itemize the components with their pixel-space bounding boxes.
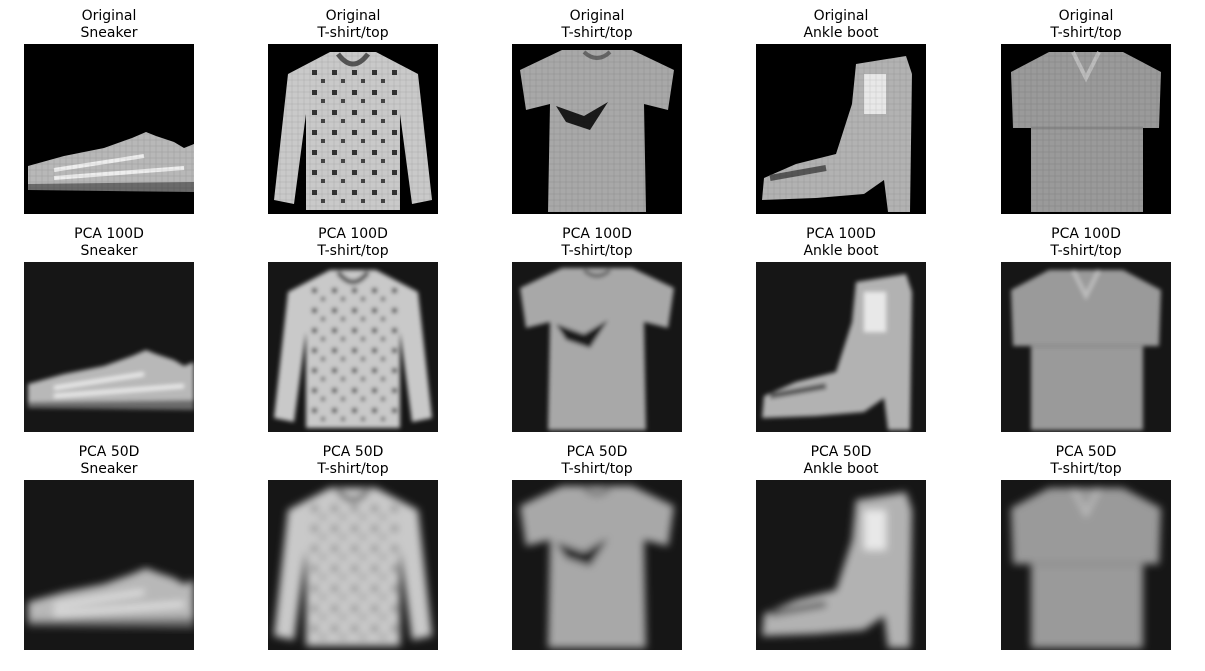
method-label: PCA 100D xyxy=(74,226,144,242)
ankle-boot-image xyxy=(756,262,926,432)
cell-title: PCA 100D Sneaker xyxy=(0,226,234,260)
ankle-boot-image xyxy=(756,44,926,214)
polo-shirt-image xyxy=(1001,44,1171,214)
class-label: Ankle boot xyxy=(803,461,879,477)
sneaker-image xyxy=(24,262,194,432)
cell-title: PCA 50D T-shirt/top xyxy=(228,444,478,478)
cell-title: PCA 100D T-shirt/top xyxy=(961,226,1205,260)
cell-title: Original T-shirt/top xyxy=(961,8,1205,42)
longsleeve-shirt-image xyxy=(268,44,438,214)
cell-title: Original T-shirt/top xyxy=(472,8,722,42)
class-label: T-shirt/top xyxy=(1050,243,1122,259)
cell-title: PCA 50D Sneaker xyxy=(0,444,234,478)
cell-title: PCA 100D Ankle boot xyxy=(716,226,966,260)
class-label: T-shirt/top xyxy=(561,25,633,41)
method-label: Original xyxy=(1058,8,1114,24)
method-label: Original xyxy=(81,8,137,24)
method-label: PCA 50D xyxy=(78,444,140,460)
tshirt-image xyxy=(512,480,682,650)
class-label: Ankle boot xyxy=(803,25,879,41)
class-label: Sneaker xyxy=(80,461,138,477)
method-label: Original xyxy=(569,8,625,24)
class-label: T-shirt/top xyxy=(1050,25,1122,41)
cell-title: PCA 50D T-shirt/top xyxy=(961,444,1205,478)
method-label: PCA 100D xyxy=(318,226,388,242)
cell-title: PCA 50D T-shirt/top xyxy=(472,444,722,478)
method-label: PCA 50D xyxy=(1055,444,1117,460)
cell-title: Original Sneaker xyxy=(0,8,234,42)
cell-title: PCA 50D Ankle boot xyxy=(716,444,966,478)
class-label: Sneaker xyxy=(80,243,138,259)
method-label: PCA 50D xyxy=(566,444,628,460)
method-label: PCA 100D xyxy=(562,226,632,242)
method-label: PCA 100D xyxy=(1051,226,1121,242)
class-label: T-shirt/top xyxy=(317,25,389,41)
cell-title: Original T-shirt/top xyxy=(228,8,478,42)
cell-title: Original Ankle boot xyxy=(716,8,966,42)
tshirt-image xyxy=(512,262,682,432)
polo-shirt-image xyxy=(1001,262,1171,432)
cell-title: PCA 100D T-shirt/top xyxy=(228,226,478,260)
class-label: Sneaker xyxy=(80,25,138,41)
method-label: Original xyxy=(813,8,869,24)
sneaker-image xyxy=(24,44,194,214)
ankle-boot-image xyxy=(756,480,926,650)
polo-shirt-image xyxy=(1001,480,1171,650)
class-label: T-shirt/top xyxy=(1050,461,1122,477)
class-label: T-shirt/top xyxy=(561,243,633,259)
sneaker-image xyxy=(24,480,194,650)
class-label: Ankle boot xyxy=(803,243,879,259)
longsleeve-shirt-image xyxy=(268,480,438,650)
method-label: PCA 100D xyxy=(806,226,876,242)
class-label: T-shirt/top xyxy=(561,461,633,477)
method-label: PCA 50D xyxy=(322,444,384,460)
longsleeve-shirt-image xyxy=(268,262,438,432)
class-label: T-shirt/top xyxy=(317,461,389,477)
cell-title: PCA 100D T-shirt/top xyxy=(472,226,722,260)
method-label: Original xyxy=(325,8,381,24)
method-label: PCA 50D xyxy=(810,444,872,460)
tshirt-image xyxy=(512,44,682,214)
class-label: T-shirt/top xyxy=(317,243,389,259)
